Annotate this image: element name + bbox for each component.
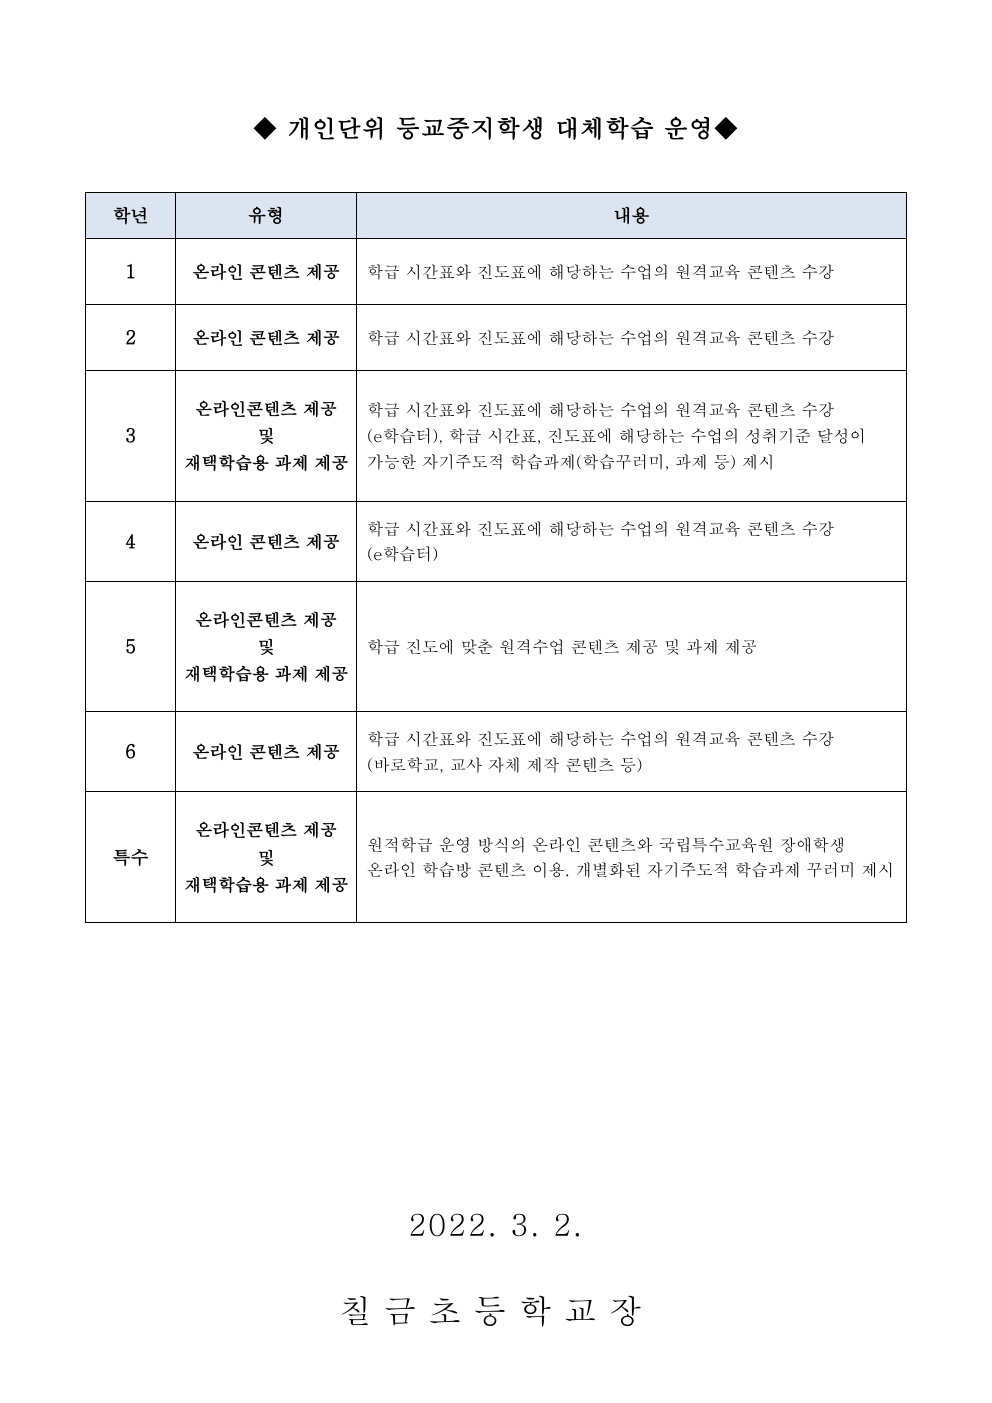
table-row: 3 온라인콘텐츠 제공및재택학습용 과제 제공 학급 시간표와 진도표에 해당하… [86,371,907,502]
cell-grade: 5 [86,581,176,712]
cell-type: 온라인 콘텐츠 제공 [176,239,357,305]
cell-type: 온라인콘텐츠 제공및재택학습용 과제 제공 [176,581,357,712]
table-row: 6 온라인 콘텐츠 제공 학급 시간표와 진도표에 해당하는 수업의 원격교육 … [86,712,907,792]
cell-content: 학급 진도에 맞춘 원격수업 콘텐츠 제공 및 과제 제공 [356,581,906,712]
header-grade: 학년 [86,193,176,239]
cell-content: 학급 시간표와 진도표에 해당하는 수업의 원격교육 콘텐츠 수강 (바로학교,… [356,712,906,792]
cell-grade: 2 [86,305,176,371]
table-row: 5 온라인콘텐츠 제공및재택학습용 과제 제공 학급 진도에 맞춘 원격수업 콘… [86,581,907,712]
cell-type: 온라인 콘텐츠 제공 [176,305,357,371]
cell-content: 학급 시간표와 진도표에 해당하는 수업의 원격교육 콘텐츠 수강 [356,305,906,371]
cell-type: 온라인콘텐츠 제공및재택학습용 과제 제공 [176,371,357,502]
cell-grade: 4 [86,501,176,581]
document-title: ◆ 개인단위 등교중지학생 대체학습 운영◆ [85,110,907,144]
table-row: 특수 온라인콘텐츠 제공및재택학습용 과제 제공 원적학급 운영 방식의 온라인… [86,792,907,923]
document-signature: 칠금초등학교장 [85,1287,907,1333]
table-row: 1 온라인 콘텐츠 제공 학급 시간표와 진도표에 해당하는 수업의 원격교육 … [86,239,907,305]
cell-grade: 1 [86,239,176,305]
cell-type: 온라인콘텐츠 제공및재택학습용 과제 제공 [176,792,357,923]
header-type: 유형 [176,193,357,239]
cell-content: 학급 시간표와 진도표에 해당하는 수업의 원격교육 콘텐츠 수강 [356,239,906,305]
cell-type: 온라인 콘텐츠 제공 [176,501,357,581]
plan-table: 학년 유형 내용 1 온라인 콘텐츠 제공 학급 시간표와 진도표에 해당하는 … [85,192,907,923]
table-header-row: 학년 유형 내용 [86,193,907,239]
cell-content: 원적학급 운영 방식의 온라인 콘텐츠와 국립특수교육원 장애학생 온라인 학습… [356,792,906,923]
cell-grade: 특수 [86,792,176,923]
cell-type: 온라인 콘텐츠 제공 [176,712,357,792]
header-content: 내용 [356,193,906,239]
cell-content: 학급 시간표와 진도표에 해당하는 수업의 원격교육 콘텐츠 수강 (e학습터)… [356,371,906,502]
table-row: 2 온라인 콘텐츠 제공 학급 시간표와 진도표에 해당하는 수업의 원격교육 … [86,305,907,371]
table-row: 4 온라인 콘텐츠 제공 학급 시간표와 진도표에 해당하는 수업의 원격교육 … [86,501,907,581]
document-date: 2022. 3. 2. [85,1203,907,1245]
cell-grade: 6 [86,712,176,792]
cell-content: 학급 시간표와 진도표에 해당하는 수업의 원격교육 콘텐츠 수강(e학습터) [356,501,906,581]
cell-grade: 3 [86,371,176,502]
